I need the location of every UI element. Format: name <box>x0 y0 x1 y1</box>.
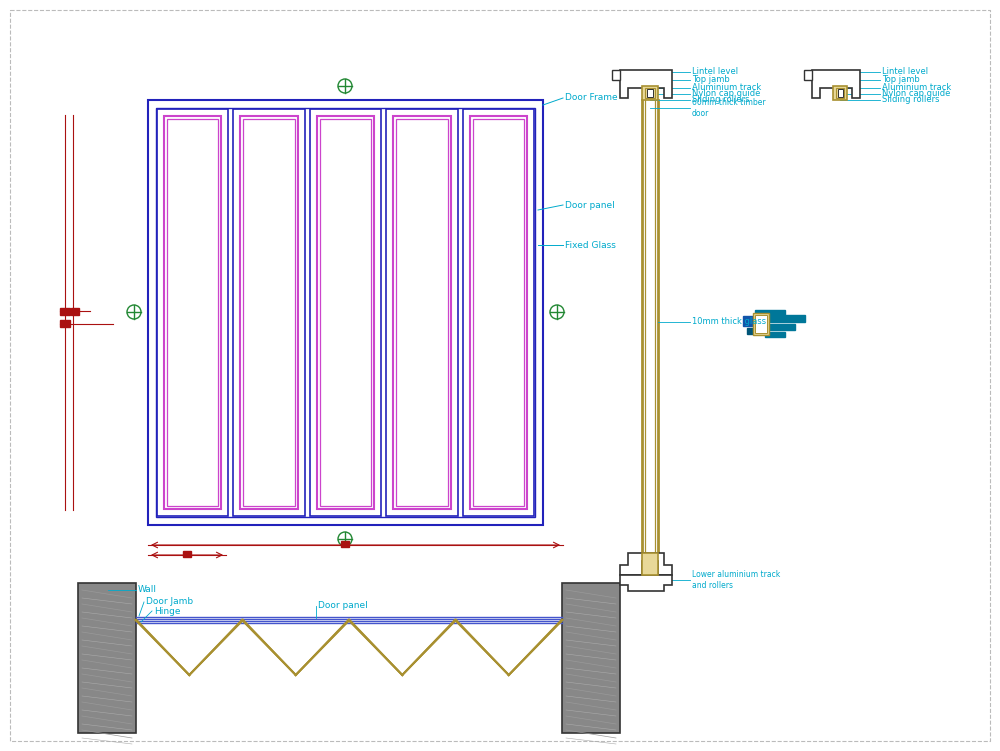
Text: Lintel level: Lintel level <box>882 68 928 77</box>
Bar <box>386 109 458 516</box>
Bar <box>645 88 655 98</box>
Bar <box>473 119 524 506</box>
Bar <box>765 324 795 330</box>
Text: Door Frame: Door Frame <box>565 94 618 102</box>
Polygon shape <box>620 553 672 575</box>
Text: Sliding rollers: Sliding rollers <box>692 95 750 104</box>
Bar <box>642 553 658 575</box>
Polygon shape <box>804 70 812 80</box>
Bar <box>647 89 653 97</box>
Bar <box>341 541 349 547</box>
Polygon shape <box>620 70 672 98</box>
Bar <box>838 89 843 97</box>
Bar <box>765 315 805 322</box>
Bar <box>183 551 191 557</box>
Bar <box>240 116 298 509</box>
Bar <box>167 119 218 506</box>
Text: Aluminium track: Aluminium track <box>692 83 761 92</box>
Bar <box>743 316 753 326</box>
Polygon shape <box>620 575 672 591</box>
Bar <box>157 109 228 516</box>
Text: Nylon cap guide: Nylon cap guide <box>692 89 760 98</box>
Text: Door panel: Door panel <box>565 201 615 210</box>
Bar <box>71 308 79 315</box>
Bar <box>243 119 295 506</box>
Bar <box>78 583 136 733</box>
Polygon shape <box>812 70 860 98</box>
Bar <box>320 119 371 506</box>
Text: Nylon cap guide: Nylon cap guide <box>882 89 950 98</box>
Bar <box>310 109 381 516</box>
Bar <box>755 315 767 333</box>
Text: Hinge: Hinge <box>154 607 180 616</box>
Bar <box>396 119 448 506</box>
Polygon shape <box>612 70 620 80</box>
Bar <box>148 100 543 525</box>
Bar <box>164 116 221 509</box>
Bar <box>765 332 785 337</box>
Bar <box>755 310 785 318</box>
Bar <box>470 116 527 509</box>
Text: Top jamb: Top jamb <box>692 76 730 85</box>
Bar <box>156 108 535 517</box>
Bar <box>753 313 769 335</box>
Text: Lintel level: Lintel level <box>692 68 738 77</box>
Bar <box>833 86 847 100</box>
Text: Aluminium track: Aluminium track <box>882 83 951 92</box>
Bar <box>317 116 374 509</box>
Text: Top jamb: Top jamb <box>882 76 920 85</box>
Bar <box>836 88 844 98</box>
Text: 10mm thick glass: 10mm thick glass <box>692 318 766 327</box>
Text: Fixed Glass: Fixed Glass <box>565 240 616 249</box>
Bar <box>393 116 451 509</box>
Bar <box>60 308 70 315</box>
Text: Door Jamb: Door Jamb <box>146 598 193 607</box>
Bar <box>60 320 70 327</box>
Bar <box>747 328 755 334</box>
Bar <box>233 109 305 516</box>
Text: Lower aluminium track
and rollers: Lower aluminium track and rollers <box>692 570 780 590</box>
Text: 60mm thick timber
door: 60mm thick timber door <box>692 98 766 118</box>
Text: Wall: Wall <box>138 584 157 593</box>
Bar <box>642 86 658 100</box>
Bar <box>463 109 534 516</box>
Text: Sliding rollers: Sliding rollers <box>882 95 940 104</box>
Text: Door panel: Door panel <box>318 602 368 611</box>
Bar <box>562 583 620 733</box>
